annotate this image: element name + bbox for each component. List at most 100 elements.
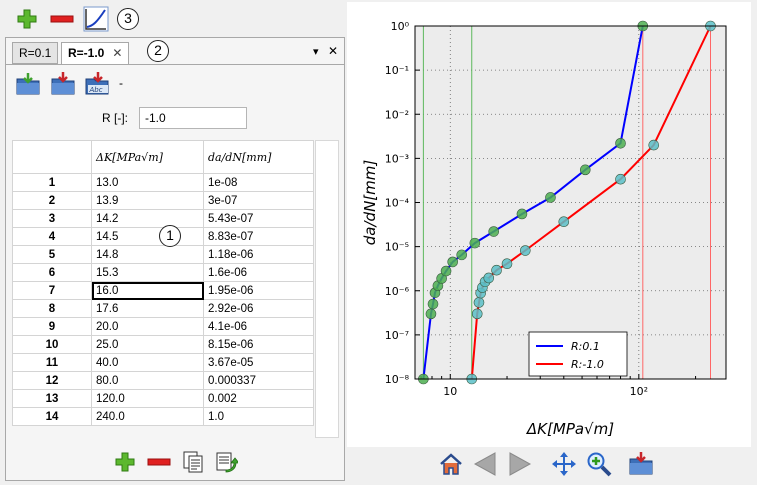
table-row[interactable]: 7 16.0 1.95e-06 <box>12 281 314 300</box>
cell-dadn[interactable]: 1.0 <box>203 407 314 426</box>
cell-dadn[interactable]: 3.67e-05 <box>203 353 314 372</box>
cell-dadn[interactable]: 1e-08 <box>203 173 314 192</box>
column-header-dadn[interactable]: da/dN[mm] <box>203 140 314 174</box>
add-row-button[interactable] <box>112 449 138 475</box>
series-line <box>422 25 644 380</box>
data-point <box>579 164 591 176</box>
row-header[interactable]: 8 <box>12 299 92 318</box>
copy-icon <box>183 451 203 473</box>
row-header[interactable]: 14 <box>12 407 92 426</box>
y-tick-label: 10⁰ <box>391 20 410 33</box>
copy-button[interactable] <box>180 449 206 475</box>
tab-divider <box>6 64 344 65</box>
row-header[interactable]: 4 <box>12 227 92 246</box>
plot-button[interactable] <box>82 5 110 33</box>
table-row[interactable]: 2 13.9 3e-07 <box>12 191 314 210</box>
cell-dadn[interactable]: 1.6e-06 <box>203 263 314 282</box>
cell-dk[interactable]: 16.0 <box>91 281 204 300</box>
callout-2: 2 <box>147 40 169 62</box>
x-axis-label: ΔK[MPa√m] <box>526 420 614 438</box>
table-row[interactable]: 6 15.3 1.6e-06 <box>12 263 314 282</box>
cell-dk[interactable]: 80.0 <box>91 371 204 390</box>
cell-dk[interactable]: 17.6 <box>91 299 204 318</box>
crack-growth-chart[interactable]: 10⁰ 10⁻¹ 10⁻² 10⁻³ 10⁻⁴ 10⁻⁵ 10⁻⁶ 10⁻⁷ 10⁻⁸ 10 10²… <box>347 2 751 447</box>
minus-icon <box>147 458 171 466</box>
paste-button[interactable] <box>213 449 239 475</box>
data-point <box>483 272 495 284</box>
table-row[interactable]: 10 25.0 8.15e-06 <box>12 335 314 354</box>
legend-label: R:-1.0 <box>571 358 604 371</box>
cell-dadn[interactable]: 1.18e-06 <box>203 245 314 264</box>
remove-row-button[interactable] <box>146 449 172 475</box>
cell-dk[interactable]: 20.0 <box>91 317 204 336</box>
column-header-dk[interactable]: ΔK[MPa√m] <box>91 140 204 174</box>
cell-dk[interactable]: 13.9 <box>91 191 204 210</box>
data-point <box>427 298 439 310</box>
pan-button[interactable] <box>550 450 578 478</box>
back-button[interactable] <box>472 450 498 478</box>
save-file-button[interactable] <box>50 71 76 97</box>
table-row[interactable]: 13 120.0 0.002 <box>12 389 314 408</box>
table-row[interactable]: 9 20.0 4.1e-06 <box>12 317 314 336</box>
data-point <box>440 265 452 277</box>
cell-dadn[interactable]: 8.83e-07 <box>203 227 314 246</box>
cell-dadn[interactable]: 2.92e-06 <box>203 299 314 318</box>
cell-dk[interactable]: 13.0 <box>91 173 204 192</box>
open-file-button[interactable] <box>15 71 41 97</box>
cell-dk[interactable]: 25.0 <box>91 335 204 354</box>
cell-dadn[interactable]: 1.95e-06 <box>203 281 314 300</box>
row-header[interactable]: 11 <box>12 353 92 372</box>
forward-button[interactable] <box>507 450 533 478</box>
x-tick-label: 10 <box>443 385 457 398</box>
remove-dataset-button[interactable] <box>49 7 75 31</box>
legend-label: R:0.1 <box>571 340 600 353</box>
table-row[interactable]: 8 17.6 2.92e-06 <box>12 299 314 318</box>
r-value-input[interactable] <box>139 107 247 129</box>
save-figure-button[interactable] <box>627 450 655 478</box>
save-text-button[interactable]: Abc <box>84 71 112 97</box>
cell-dk[interactable]: 40.0 <box>91 353 204 372</box>
cell-dadn[interactable]: 4.1e-06 <box>203 317 314 336</box>
pan-icon <box>552 452 576 476</box>
y-tick-label: 10⁻¹ <box>385 64 409 77</box>
row-header[interactable]: 3 <box>12 209 92 228</box>
cell-dk[interactable]: 15.3 <box>91 263 204 282</box>
cell-dadn[interactable]: 0.000337 <box>203 371 314 390</box>
panel-close-icon[interactable]: ✕ <box>328 44 339 58</box>
save-icon <box>629 452 653 475</box>
row-header[interactable]: 12 <box>12 371 92 390</box>
zoom-button[interactable] <box>585 450 613 478</box>
row-header[interactable]: 7 <box>12 281 92 300</box>
cell-dk[interactable]: 240.0 <box>91 407 204 426</box>
row-header[interactable]: 10 <box>12 335 92 354</box>
home-button[interactable] <box>438 450 464 478</box>
cell-dk[interactable]: 120.0 <box>91 389 204 408</box>
y-tick-label: 10⁻⁸ <box>385 373 410 386</box>
cell-dadn[interactable]: 0.002 <box>203 389 314 408</box>
add-dataset-button[interactable] <box>14 7 40 31</box>
table-row[interactable]: 12 80.0 0.000337 <box>12 371 314 390</box>
tab-r-0-1[interactable]: R=0.1 <box>12 42 59 64</box>
cell-dadn[interactable]: 8.15e-06 <box>203 335 314 354</box>
row-header[interactable]: 1 <box>12 173 92 192</box>
table-row[interactable]: 11 40.0 3.67e-05 <box>12 353 314 372</box>
cell-dk[interactable]: 14.5 <box>91 227 204 246</box>
row-header[interactable]: 9 <box>12 317 92 336</box>
tab-close-icon[interactable]: ✕ <box>112 46 123 60</box>
cell-dk[interactable]: 14.2 <box>91 209 204 228</box>
row-header[interactable]: 13 <box>12 389 92 408</box>
row-header[interactable]: 5 <box>12 245 92 264</box>
cell-dadn[interactable]: 5.43e-07 <box>203 209 314 228</box>
table-row[interactable]: 3 14.2 5.43e-07 <box>12 209 314 228</box>
cell-dadn[interactable]: 3e-07 <box>203 191 314 210</box>
tab-r-minus-1[interactable]: R=-1.0 ✕ <box>61 42 130 65</box>
row-header[interactable]: 6 <box>12 263 92 282</box>
table-row[interactable]: 5 14.8 1.18e-06 <box>12 245 314 264</box>
panel-menu-icon[interactable]: ▾ <box>313 46 319 58</box>
table-row[interactable]: 14 240.0 1.0 <box>12 407 314 426</box>
cell-dk[interactable]: 14.8 <box>91 245 204 264</box>
y-tick-label: 10⁻² <box>385 108 409 121</box>
row-header[interactable]: 2 <box>12 191 92 210</box>
table-row[interactable]: 1 13.0 1e-08 <box>12 173 314 192</box>
save-abc-icon: Abc <box>85 72 109 95</box>
